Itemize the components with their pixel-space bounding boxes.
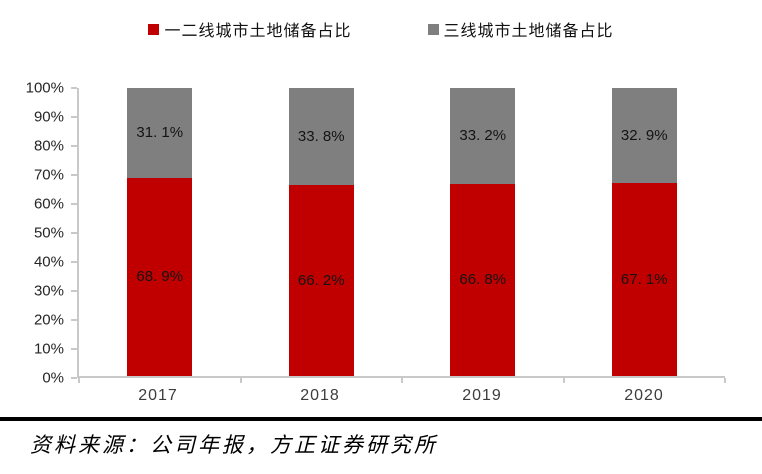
y-tick-label: 20% <box>33 311 64 329</box>
x-category-label-2017: 2017 <box>138 387 178 404</box>
segment-label: 32. 9% <box>620 126 668 144</box>
footer-divider <box>0 417 762 421</box>
segment-label: 67. 1% <box>620 270 668 288</box>
y-tick-label: 0% <box>42 369 64 387</box>
segment-label: 66. 8% <box>459 271 507 289</box>
segment-label: 33. 2% <box>459 127 507 145</box>
bar-slot-2020: 32. 9% 67. 1% <box>564 88 726 376</box>
bar-slot-2017: 31. 1% 68. 9% <box>79 88 241 376</box>
bars-row: 31. 1% 68. 9% 33. 8% 66. 2% 33. 2% 66. 8% 32. … <box>79 88 725 376</box>
y-tick-mark <box>71 203 77 205</box>
y-tick-label: 70% <box>33 166 64 184</box>
legend-item-tier3: 三线城市土地储备占比 <box>427 17 614 41</box>
bar-segment-tier3-2017: 31. 1% <box>127 88 193 178</box>
legend-swatch-gray-icon <box>427 23 439 35</box>
bar-segment-tier12-2017: 68. 9% <box>127 177 193 376</box>
y-tick-label: 80% <box>33 137 64 155</box>
chart-legend: 一二线城市土地储备占比 三线城市土地储备占比 <box>0 17 762 41</box>
legend-label-tier12: 一二线城市土地储备占比 <box>164 23 352 40</box>
stacked-bar-2020: 32. 9% 67. 1% <box>611 88 677 376</box>
y-tick-mark <box>71 348 77 350</box>
y-tick-mark <box>71 174 77 176</box>
bar-segment-tier3-2019: 33. 2% <box>450 88 516 184</box>
segment-label: 66. 2% <box>297 272 345 290</box>
legend-label-tier3: 三线城市土地储备占比 <box>443 23 614 40</box>
x-tick-mark <box>562 378 565 383</box>
legend-item-tier12: 一二线城市土地储备占比 <box>148 17 351 41</box>
x-axis-labels: 2017 2018 2019 2020 <box>77 387 725 405</box>
bar-segment-tier3-2018: 33. 8% <box>288 88 354 186</box>
y-tick-mark <box>71 87 77 89</box>
y-tick-label: 100% <box>25 79 64 97</box>
bar-segment-tier12-2019: 66. 8% <box>450 183 516 376</box>
y-tick-label: 40% <box>33 253 64 271</box>
x-tick-mark <box>239 378 242 383</box>
bar-slot-2019: 33. 2% 66. 8% <box>402 88 564 376</box>
x-category-label-2020: 2020 <box>624 387 664 404</box>
y-tick-label: 50% <box>33 224 64 242</box>
x-tick-mark <box>78 378 80 383</box>
x-tick-mark <box>401 378 403 383</box>
y-tick-mark <box>71 261 77 263</box>
stacked-bar-2017: 31. 1% 68. 9% <box>127 88 193 376</box>
bar-slot-2018: 33. 8% 66. 2% <box>241 88 403 376</box>
y-tick-label: 90% <box>33 108 64 126</box>
y-tick-mark <box>71 377 77 379</box>
bar-segment-tier12-2018: 66. 2% <box>288 185 354 376</box>
y-tick-label: 30% <box>33 282 64 300</box>
y-tick-mark <box>71 232 77 234</box>
y-tick-mark <box>71 116 77 118</box>
segment-label: 68. 9% <box>136 268 184 286</box>
legend-swatch-red-icon <box>148 23 160 35</box>
bar-segment-tier3-2020: 32. 9% <box>611 88 677 183</box>
y-tick-label: 10% <box>33 340 64 358</box>
x-category-label-2019: 2019 <box>462 387 502 404</box>
stacked-bar-2019: 33. 2% 66. 8% <box>450 88 516 376</box>
x-tick-mark <box>724 378 726 383</box>
segment-label: 33. 8% <box>297 128 345 146</box>
y-axis: 100% 90% 80% 70% 60% 50% 40% 30% 20% 10% 0% <box>0 80 77 387</box>
bar-segment-tier12-2020: 67. 1% <box>611 182 677 376</box>
y-tick-mark <box>71 290 77 292</box>
plot-area: 31. 1% 68. 9% 33. 8% 66. 2% 33. 2% 66. 8% 32. … <box>77 88 726 383</box>
stacked-bar-2018: 33. 8% 66. 2% <box>288 88 354 376</box>
x-category-label-2018: 2018 <box>300 387 340 404</box>
y-tick-mark <box>71 145 77 147</box>
y-tick-mark <box>71 319 77 321</box>
source-note: 资料来源：公司年报，方正证券研究所 <box>30 433 438 457</box>
segment-label: 31. 1% <box>136 124 184 142</box>
y-tick-label: 60% <box>33 195 64 213</box>
